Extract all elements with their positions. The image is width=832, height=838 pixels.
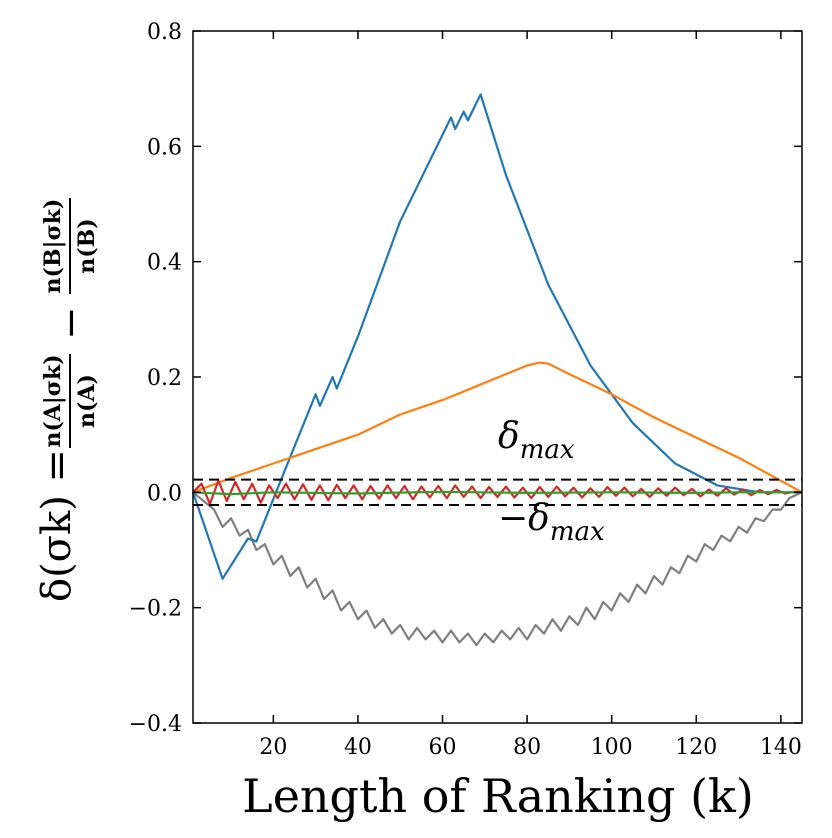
series-orange-line [192, 361, 803, 494]
series-red-line [192, 479, 803, 505]
y-tick-label: −0.4 [129, 712, 182, 737]
series-green-line [192, 490, 802, 496]
x-tick-label: 80 [513, 735, 541, 760]
y-axis-frac2-num: n(B|σk) [40, 199, 66, 294]
x-axis-label: Length of Ranking (k) [242, 769, 754, 823]
y-axis-frac1-num: n(A|σk) [40, 354, 66, 447]
x-tick-label: 20 [259, 735, 287, 760]
annotation-neg-delta-max-symbol: −δ [498, 498, 550, 539]
y-axis-label-prefix: δ(σk) = [34, 449, 80, 602]
y-tick-label: 0.4 [147, 251, 182, 276]
y-tick-label: −0.2 [129, 597, 182, 622]
y-axis-frac2-den: n(B) [74, 218, 100, 273]
ticks: 20 40 60 80 100 120 140 −0.4 −0.2 0.0 0.2 0.4 0.6 0.8 [129, 20, 802, 760]
x-tick-label: 120 [675, 735, 717, 760]
annotation-delta-max-sub: max [520, 435, 575, 465]
y-tick-label: 0.0 [147, 481, 182, 506]
y-axis-minus: − [48, 306, 94, 340]
reference-lines [193, 478, 802, 507]
x-tick-label: 60 [429, 735, 457, 760]
y-tick-label: 0.8 [147, 20, 182, 45]
y-tick-label: 0.2 [147, 366, 182, 391]
annotation-neg-delta-max: −δmax [498, 498, 605, 547]
x-tick-label: 100 [591, 735, 633, 760]
annotation-delta-max: δmax [498, 416, 575, 465]
series-gray-line [192, 491, 803, 647]
series-blue-line [191, 93, 802, 580]
x-tick-label: 140 [760, 735, 802, 760]
y-axis-label: δ(σk) = n(A|σk) n(A) − n(B|σk) n(B) [34, 198, 100, 602]
annotation-delta-max-symbol: δ [498, 416, 520, 457]
series-layer [191, 93, 803, 647]
x-tick-label: 40 [344, 735, 372, 760]
y-tick-label: 0.6 [147, 135, 182, 160]
annotation-neg-delta-max-sub: max [550, 517, 605, 547]
y-axis-frac1-den: n(A) [74, 374, 100, 428]
